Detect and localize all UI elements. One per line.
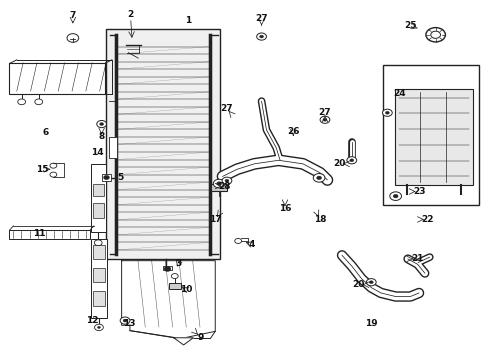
Bar bbox=[93, 291, 105, 306]
Text: 7: 7 bbox=[69, 10, 76, 19]
Text: 27: 27 bbox=[220, 104, 232, 113]
Circle shape bbox=[224, 179, 228, 182]
Text: 10: 10 bbox=[180, 285, 192, 294]
Circle shape bbox=[67, 34, 79, 42]
Circle shape bbox=[50, 172, 57, 177]
Text: 15: 15 bbox=[36, 165, 48, 174]
Text: 27: 27 bbox=[318, 108, 330, 117]
Text: 21: 21 bbox=[410, 255, 423, 264]
Bar bbox=[91, 239, 107, 318]
Bar bbox=[394, 89, 472, 185]
Bar bbox=[93, 203, 103, 218]
Text: 5: 5 bbox=[117, 173, 123, 182]
Text: 19: 19 bbox=[364, 319, 377, 328]
Bar bbox=[211, 184, 226, 192]
Polygon shape bbox=[173, 338, 193, 345]
Circle shape bbox=[320, 116, 329, 123]
Text: 2: 2 bbox=[127, 10, 133, 19]
Bar bbox=[93, 244, 105, 259]
Text: 23: 23 bbox=[412, 187, 425, 196]
Circle shape bbox=[213, 179, 224, 188]
Circle shape bbox=[349, 159, 353, 162]
Circle shape bbox=[392, 194, 397, 198]
Text: 20: 20 bbox=[352, 280, 364, 289]
Bar bbox=[109, 137, 117, 158]
Text: 14: 14 bbox=[91, 148, 103, 157]
Circle shape bbox=[94, 240, 102, 246]
Circle shape bbox=[97, 121, 106, 128]
Text: 25: 25 bbox=[403, 21, 416, 30]
Circle shape bbox=[313, 174, 325, 182]
Bar bbox=[91, 164, 105, 232]
Circle shape bbox=[385, 111, 388, 114]
Text: 9: 9 bbox=[197, 333, 203, 342]
Text: 24: 24 bbox=[392, 89, 405, 98]
Circle shape bbox=[346, 157, 356, 164]
Bar bbox=[93, 268, 105, 282]
Bar bbox=[163, 266, 171, 270]
Circle shape bbox=[368, 281, 372, 284]
Text: 6: 6 bbox=[43, 128, 49, 137]
Text: 12: 12 bbox=[86, 316, 99, 325]
Circle shape bbox=[97, 326, 100, 328]
Circle shape bbox=[103, 175, 109, 180]
Bar bbox=[9, 63, 104, 94]
Circle shape bbox=[389, 192, 401, 201]
Circle shape bbox=[323, 118, 326, 121]
Text: 26: 26 bbox=[286, 127, 299, 136]
Text: 22: 22 bbox=[420, 215, 433, 224]
Text: 11: 11 bbox=[33, 229, 46, 238]
Circle shape bbox=[35, 99, 42, 105]
Circle shape bbox=[216, 182, 221, 185]
Text: 8: 8 bbox=[98, 132, 104, 141]
Bar bbox=[105, 30, 220, 259]
Circle shape bbox=[222, 177, 231, 184]
Circle shape bbox=[171, 274, 178, 279]
Circle shape bbox=[425, 28, 445, 42]
Circle shape bbox=[366, 279, 375, 286]
Circle shape bbox=[100, 123, 103, 126]
Text: 17: 17 bbox=[208, 215, 221, 224]
Bar bbox=[168, 283, 181, 289]
Text: 13: 13 bbox=[123, 319, 135, 328]
Circle shape bbox=[50, 163, 57, 168]
Circle shape bbox=[120, 317, 130, 324]
Text: 4: 4 bbox=[248, 240, 254, 249]
Circle shape bbox=[94, 324, 103, 330]
Circle shape bbox=[234, 238, 241, 243]
Bar bbox=[93, 184, 103, 196]
Text: 27: 27 bbox=[255, 14, 267, 23]
Circle shape bbox=[163, 266, 170, 271]
Circle shape bbox=[18, 99, 25, 105]
Circle shape bbox=[430, 31, 440, 39]
Bar bbox=[102, 174, 111, 181]
Circle shape bbox=[316, 176, 321, 180]
Text: 16: 16 bbox=[278, 204, 291, 213]
Circle shape bbox=[123, 319, 127, 322]
Circle shape bbox=[382, 109, 391, 116]
Bar bbox=[9, 230, 90, 239]
Bar bbox=[383, 65, 478, 205]
Text: 20: 20 bbox=[332, 159, 345, 168]
Text: 18: 18 bbox=[313, 215, 325, 224]
Circle shape bbox=[259, 35, 263, 38]
Text: 1: 1 bbox=[185, 16, 191, 25]
Text: 3: 3 bbox=[175, 259, 182, 268]
Text: 28: 28 bbox=[218, 181, 231, 190]
Circle shape bbox=[256, 33, 266, 40]
